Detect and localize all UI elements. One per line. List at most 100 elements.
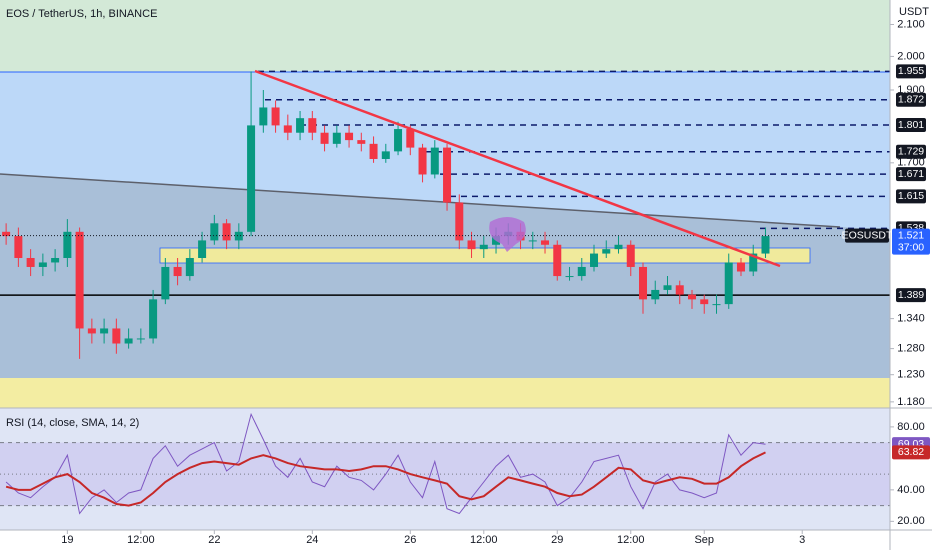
x-tick-label: 26 [404,534,416,546]
x-tick-label: 12:00 [617,534,645,546]
level-label: 1.801 [898,119,924,131]
x-tick-label: 24 [306,534,318,546]
candle-body [541,240,550,245]
candle-body [14,236,23,258]
candle-body [700,299,709,305]
level-label: 1.955 [898,65,924,77]
level-label-box [896,144,926,159]
candle-body [357,140,366,144]
yellow-zone [159,247,811,264]
candle-body [528,240,537,242]
candle-body [553,244,562,277]
rsi-title: RSI (14, close, SMA, 14, 2) [6,417,139,429]
y-tick-label: 80.00 [897,421,925,433]
candle-body [185,257,194,277]
candle-body [687,294,696,300]
candle-body [626,244,635,267]
y-tick-label: 1.700 [897,157,925,169]
candle-body [75,231,84,329]
level-label-box [896,92,926,107]
y-tick-label: 1.230 [897,369,925,381]
candle-body [124,338,133,344]
y-tick-label: 40.00 [897,484,925,496]
y-tick-label: 2.000 [897,50,925,62]
y-tick-label: 1.280 [897,343,925,355]
candle-body [63,231,72,258]
candle-body [430,147,439,175]
candle-body [247,125,256,232]
candle-body [614,244,623,250]
rsi-line [5,451,766,507]
candle-body [418,147,427,175]
candle-body [38,262,47,267]
candle-body [345,132,354,141]
symbol-box [845,228,889,243]
candle-body [149,299,158,339]
x-tick-label: 29 [551,534,563,546]
candle-body [161,266,170,300]
yellow-zone-bottom [0,378,890,408]
candle-body [479,244,488,250]
candle-body [590,253,599,267]
red-trendline [254,69,781,268]
level-label-box [896,118,926,133]
candle-body [2,231,11,237]
last-price-label: 1.521 [898,229,924,241]
level-label-box [896,167,926,182]
y-tick-label: 20.00 [897,515,925,527]
candle-body [736,262,745,272]
last-price-box [892,228,930,255]
candle-body [320,132,329,144]
level-label: 1.615 [898,190,924,202]
symbol-label: EOSUSDT [842,229,893,241]
candle-body [112,328,121,344]
candle-body [406,129,415,148]
candle-body [663,285,672,290]
level-label: 1.872 [898,94,924,106]
candle-body [87,328,96,334]
labels: 1.1801.2301.2801.3401.7001.9002.0002.100… [61,18,930,546]
green-zone [0,0,890,72]
rsi-line [5,412,766,515]
value-label: 63.82 [898,446,924,458]
candle-body [259,107,268,126]
candle-body [308,118,317,133]
y-tick-label: 1.340 [897,313,925,325]
x-tick-label: 3 [799,534,805,546]
x-tick-label: 12:00 [127,534,155,546]
level-label: 1.729 [898,146,924,158]
y-tick-label: 1.180 [897,396,925,408]
candle-body [443,147,452,203]
candle-body [210,223,219,241]
candle-body [369,143,378,159]
candle-body [51,257,60,263]
candle-body [724,262,733,305]
currency-label: USDT [899,6,929,18]
value-label-box [892,445,930,460]
candle-body [602,249,611,254]
candle-body [234,231,243,241]
callout-bubble [489,217,526,252]
candle-body [455,202,464,241]
y-tick-label: 2.100 [897,18,925,30]
candle-body [271,107,280,126]
level-label-box [896,189,926,204]
candle-body [332,132,341,144]
candle-body [749,253,758,272]
candle-body [675,285,684,295]
candle-body [136,338,145,340]
candle-body [577,266,586,277]
chart-title: EOS / TetherUS, 1h, BINANCE [6,8,157,20]
countdown-label: 37:00 [898,241,924,253]
candle-body [26,257,35,267]
candle-body [173,266,182,277]
candle-body [712,304,721,306]
x-tick-label: Sep [694,534,714,546]
x-tick-label: 12:00 [470,534,498,546]
candle-body [565,276,574,278]
x-tick-label: 19 [61,534,73,546]
x-tick-label: 22 [208,534,220,546]
candle-body [198,240,207,258]
